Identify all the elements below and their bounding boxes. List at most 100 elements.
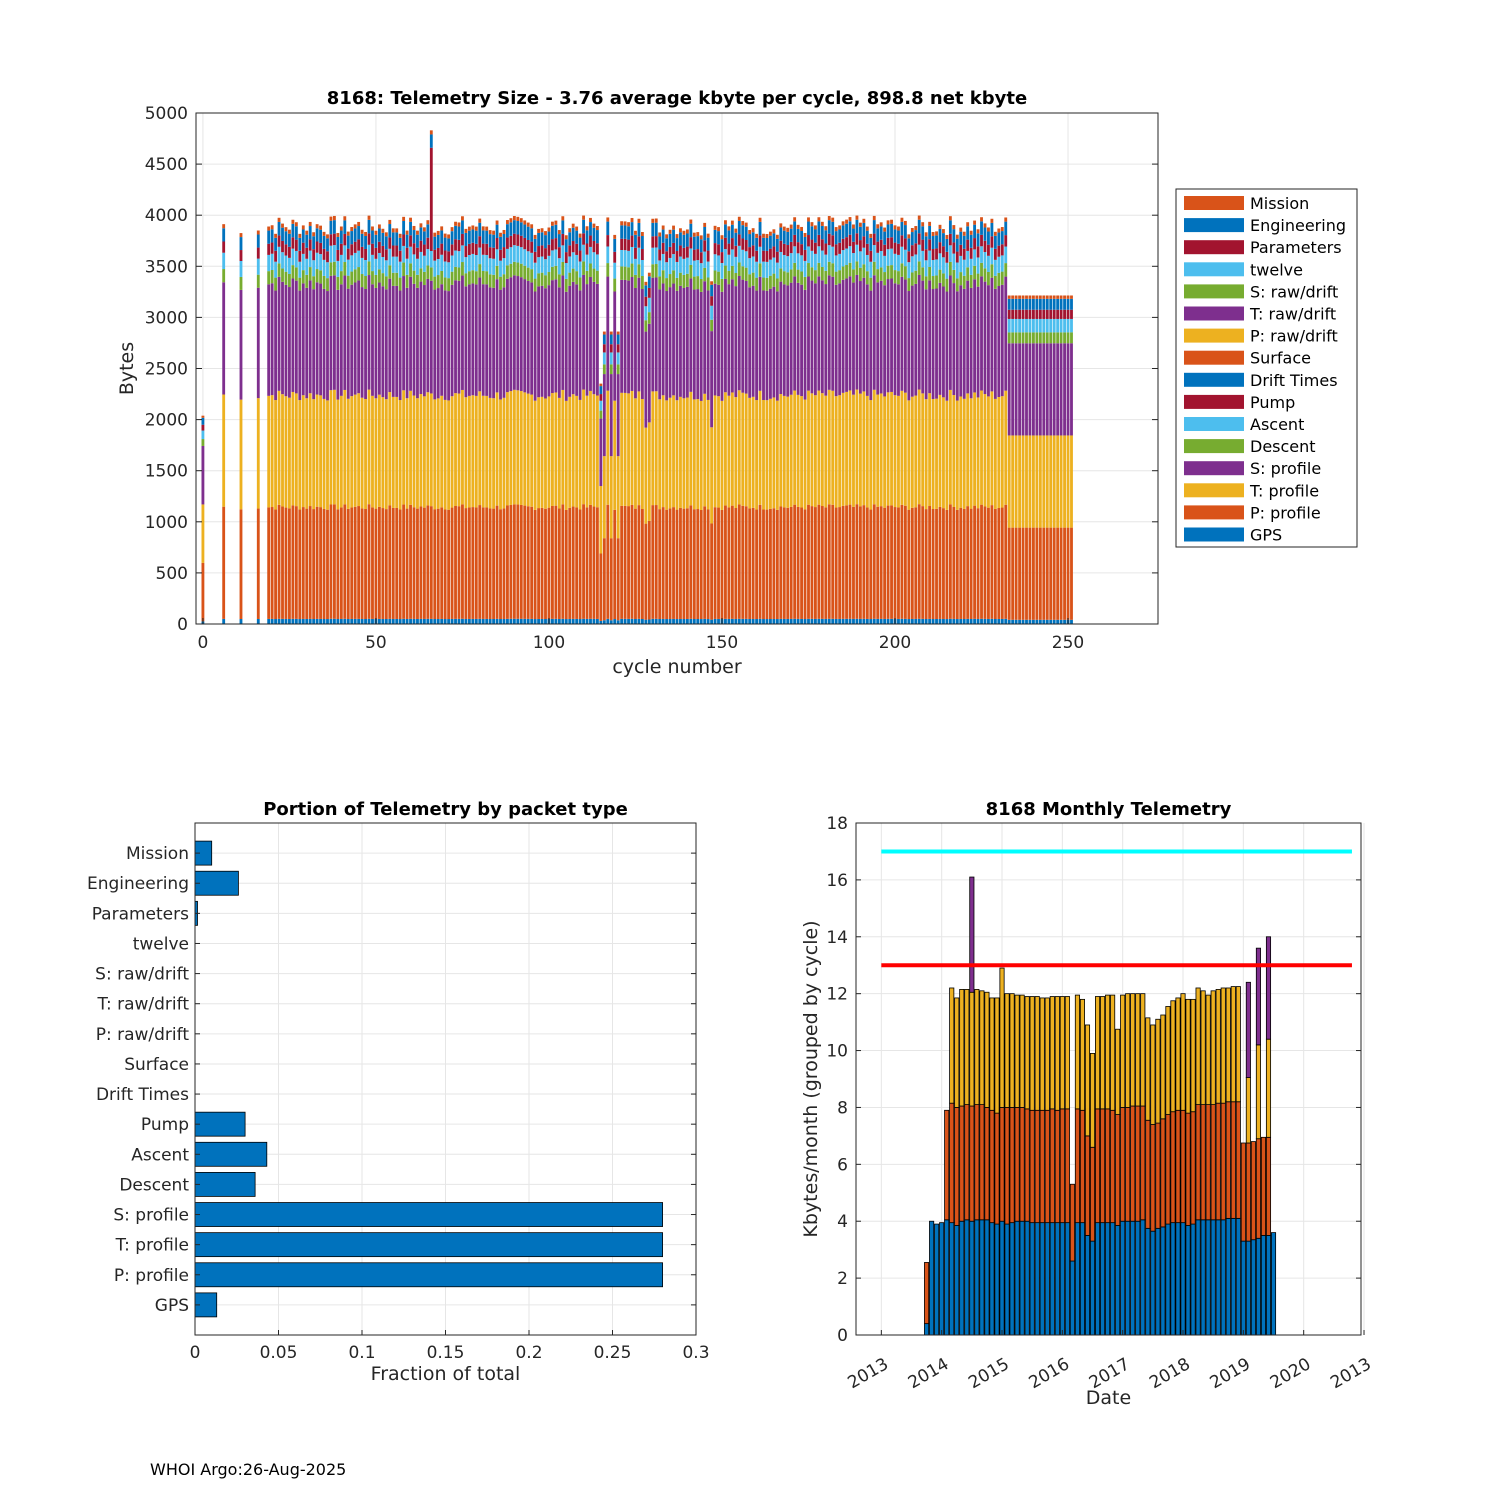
bar-segment bbox=[872, 233, 876, 246]
bar-segment bbox=[315, 252, 319, 270]
bar-segment bbox=[343, 262, 347, 276]
bar-segment bbox=[412, 507, 416, 619]
bar-segment bbox=[959, 1105, 965, 1222]
bar-segment bbox=[450, 271, 454, 285]
bar-segment bbox=[727, 507, 731, 619]
bar-segment bbox=[471, 618, 475, 624]
bar-segment bbox=[689, 264, 693, 279]
bar-segment bbox=[865, 243, 869, 255]
bar-segment bbox=[762, 619, 765, 624]
bar-segment bbox=[474, 284, 478, 396]
bar-segment bbox=[537, 286, 541, 398]
bar-segment bbox=[416, 230, 419, 235]
bar-segment bbox=[955, 619, 959, 624]
bar-segment bbox=[561, 618, 565, 624]
x-tick-label: 0.1 bbox=[348, 1343, 375, 1363]
bar-segment bbox=[876, 241, 880, 253]
bar-segment bbox=[429, 130, 433, 135]
bar-segment bbox=[993, 275, 997, 289]
bar-segment bbox=[938, 394, 942, 507]
bar-segment bbox=[1170, 1111, 1176, 1224]
bar-segment bbox=[1215, 1219, 1221, 1336]
bar-segment bbox=[384, 276, 388, 290]
month-bar bbox=[1240, 1142, 1246, 1336]
bar-segment bbox=[1056, 295, 1060, 299]
bar-segment bbox=[557, 258, 561, 275]
bar-segment bbox=[713, 507, 717, 619]
bar-segment bbox=[682, 274, 686, 288]
bar-segment bbox=[966, 393, 970, 507]
bar-segment bbox=[654, 618, 658, 624]
bar-segment bbox=[772, 233, 776, 247]
bar-segment bbox=[364, 288, 367, 399]
bar-segment bbox=[993, 231, 997, 236]
bar-segment bbox=[402, 245, 406, 263]
bar-segment bbox=[737, 618, 741, 624]
bar-segment bbox=[457, 222, 461, 227]
cycle-bar bbox=[744, 222, 748, 624]
bar-segment bbox=[298, 400, 302, 510]
bar-segment bbox=[658, 289, 662, 400]
bar-segment bbox=[606, 390, 610, 505]
bar-segment bbox=[509, 277, 513, 392]
legend-label: Descent bbox=[1250, 437, 1316, 456]
bar-segment bbox=[537, 228, 541, 233]
bar-segment bbox=[813, 395, 817, 508]
bar-segment bbox=[288, 287, 291, 398]
bar-segment bbox=[997, 396, 1001, 508]
bar-segment bbox=[509, 247, 513, 264]
bar-segment bbox=[433, 260, 437, 277]
bar-segment bbox=[938, 242, 942, 254]
bar-segment bbox=[994, 997, 1000, 1114]
bar-segment bbox=[724, 220, 727, 225]
bar-segment bbox=[201, 562, 205, 622]
bar-segment bbox=[689, 219, 693, 224]
bar-segment bbox=[391, 232, 395, 246]
bar-segment bbox=[810, 222, 814, 227]
category-label: S: raw/drift bbox=[95, 965, 189, 985]
bar-segment bbox=[1210, 990, 1216, 1105]
bar-segment bbox=[1056, 527, 1060, 620]
bar-segment bbox=[274, 237, 278, 251]
cycle-bar bbox=[876, 224, 880, 624]
bar-segment bbox=[1025, 298, 1028, 310]
cycle-bar bbox=[734, 228, 738, 624]
cycle-bar bbox=[644, 281, 648, 624]
bar-segment bbox=[869, 619, 873, 624]
bar-segment bbox=[1240, 1142, 1246, 1242]
bar-segment bbox=[665, 278, 669, 292]
bar-segment bbox=[928, 618, 932, 624]
bar-segment bbox=[976, 233, 980, 247]
bar-segment bbox=[554, 220, 558, 225]
bar-segment bbox=[516, 504, 520, 619]
bar-segment bbox=[640, 249, 644, 261]
bar-segment bbox=[914, 270, 918, 284]
bar-segment bbox=[499, 249, 502, 261]
bar-segment bbox=[1052, 318, 1056, 333]
cycle-bar bbox=[564, 235, 568, 624]
bar-segment bbox=[461, 262, 464, 276]
bar-segment bbox=[647, 422, 651, 521]
bar-segment bbox=[578, 277, 582, 291]
bar-segment bbox=[675, 400, 679, 510]
bar-segment bbox=[903, 238, 907, 250]
y-tick-label: 500 bbox=[156, 564, 188, 584]
bar-segment bbox=[848, 504, 852, 619]
bar-segment bbox=[1014, 994, 1020, 1108]
bar-segment bbox=[879, 222, 883, 227]
cycle-bar bbox=[329, 216, 333, 624]
bar-segment bbox=[1014, 343, 1018, 436]
bar-segment bbox=[928, 221, 932, 226]
bar-segment bbox=[1029, 996, 1035, 1111]
bar-segment bbox=[845, 391, 848, 506]
bar-segment bbox=[568, 232, 572, 246]
bar-segment bbox=[1066, 343, 1070, 436]
cycle-bar bbox=[409, 217, 412, 624]
bar-segment bbox=[308, 280, 312, 394]
bar-segment bbox=[578, 399, 582, 510]
bar-segment bbox=[1011, 332, 1015, 344]
bar-segment bbox=[1145, 1017, 1151, 1121]
bar-segment bbox=[1066, 295, 1070, 299]
bar-segment bbox=[1245, 1077, 1251, 1144]
bar-segment bbox=[509, 218, 513, 223]
